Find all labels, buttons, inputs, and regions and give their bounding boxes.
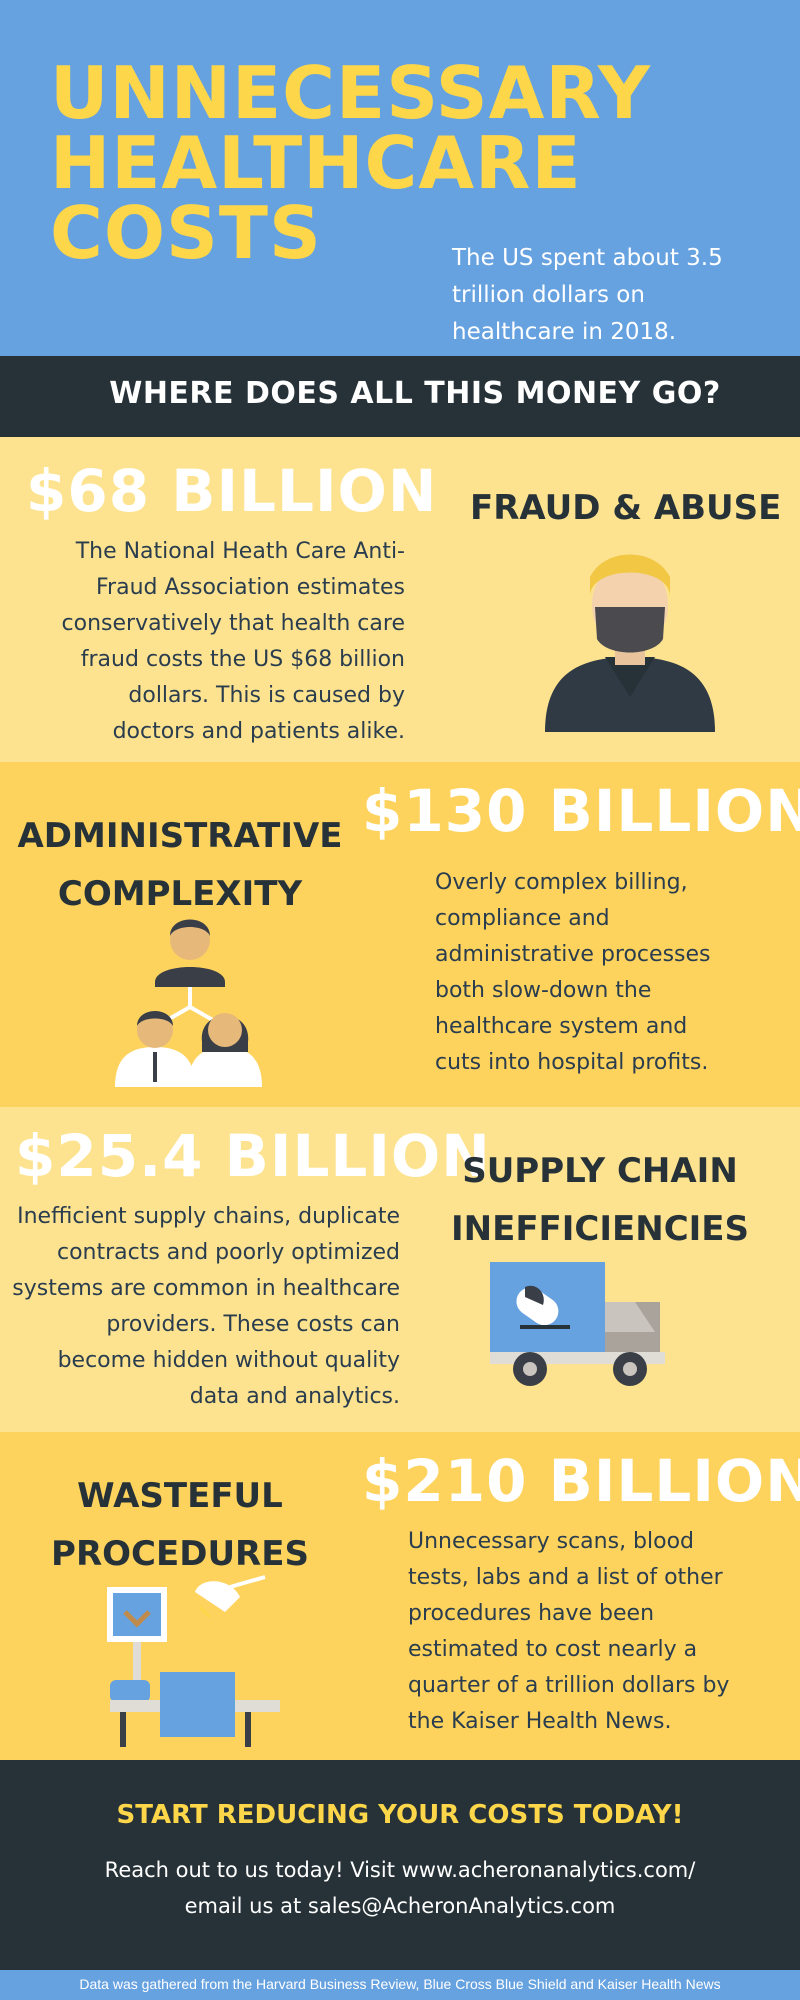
description-line: The National Heath Care Anti- [75, 539, 405, 564]
footer-section: START REDUCING YOUR COSTS TODAY! Reach o… [0, 1760, 800, 1970]
section-label: ADMINISTRATIVE COMPLEXITY [10, 807, 350, 923]
description-line: doctors and patients alike. [112, 719, 405, 744]
org-chart-people-icon [110, 912, 270, 1087]
section-description: Inefficient supply chains, duplicate con… [10, 1199, 400, 1415]
cost-amount: $130 BILLION [362, 777, 800, 845]
section-description: Overly complex billing, compliance and a… [435, 865, 780, 1081]
cost-amount: $210 BILLION [362, 1447, 800, 1515]
supply-chain-section: $25.4 BILLION SUPPLY CHAIN INEFFICIENCIE… [0, 1107, 800, 1432]
section-description: The National Heath Care Anti- Fraud Asso… [40, 534, 405, 750]
label-line: SUPPLY CHAIN [462, 1151, 738, 1191]
contact-info: Reach out to us today! Visit www.acheron… [0, 1852, 800, 1924]
description-line: Fraud Association estimates [95, 575, 405, 600]
title-line: HEALTHCARE [50, 121, 582, 205]
contact-email-line[interactable]: email us at sales@AcheronAnalytics.com [184, 1894, 616, 1918]
statement-line: The US spent about 3.5 [452, 245, 723, 271]
description-line: estimated to cost nearly a [408, 1637, 698, 1662]
description-line: Inefficient supply chains, duplicate [17, 1204, 400, 1229]
description-line: systems are common in healthcare [12, 1276, 400, 1301]
description-line: Overly complex billing, [435, 870, 688, 895]
description-line: healthcare system and [435, 1014, 688, 1039]
description-line: contracts and poorly optimized [56, 1240, 400, 1265]
label-line: ADMINISTRATIVE [17, 816, 343, 856]
description-line: data and analytics. [189, 1384, 400, 1409]
question-heading: WHERE DOES ALL THIS MONEY GO? [109, 376, 721, 411]
description-line: administrative processes [435, 942, 711, 967]
section-label: WASTEFUL PROCEDURES [20, 1467, 340, 1583]
cost-amount: $68 BILLION [26, 457, 438, 525]
statement-line: trillion dollars on [452, 282, 645, 308]
cost-amount: $25.4 BILLION [15, 1122, 491, 1190]
description-line: both slow-down the [435, 978, 652, 1003]
section-description: Unnecessary scans, blood tests, labs and… [408, 1524, 778, 1740]
description-line: fraud costs the US $68 billion [80, 647, 405, 672]
label-line: PROCEDURES [51, 1534, 309, 1574]
title-line: COSTS [50, 191, 322, 275]
description-line: compliance and [435, 906, 610, 931]
label-line: WASTEFUL [77, 1476, 283, 1516]
spending-statement: The US spent about 3.5 trillion dollars … [452, 240, 752, 351]
label-line: INEFFICIENCIES [450, 1209, 750, 1249]
masked-person-icon [535, 547, 725, 732]
description-line: procedures have been [408, 1601, 655, 1626]
statement-line: healthcare in 2018. [452, 319, 677, 345]
description-line: providers. These costs can [106, 1312, 400, 1337]
title-line: UNNECESSARY [50, 51, 652, 135]
administrative-section: $130 BILLION ADMINISTRATIVE COMPLEXITY O… [0, 762, 800, 1107]
section-label: FRAUD & ABUSE [470, 479, 782, 537]
description-line: conservatively that health care [61, 611, 405, 636]
delivery-truck-icon [485, 1257, 675, 1392]
description-line: the Kaiser Health News. [408, 1709, 672, 1734]
section-label: SUPPLY CHAIN INEFFICIENCIES [440, 1142, 760, 1258]
description-line: tests, labs and a list of other [408, 1565, 723, 1590]
description-line: become hidden without quality [57, 1348, 400, 1373]
description-line: dollars. This is caused by [128, 683, 405, 708]
hospital-bed-icon [105, 1572, 285, 1747]
question-banner: WHERE DOES ALL THIS MONEY GO? [0, 356, 800, 437]
description-line: cuts into hospital profits. [435, 1050, 709, 1075]
procedures-section: $210 BILLION WASTEFUL PROCEDURES Unneces… [0, 1432, 800, 1760]
call-to-action-heading: START REDUCING YOUR COSTS TODAY! [116, 1800, 684, 1830]
description-line: Unnecessary scans, blood [408, 1529, 695, 1554]
fraud-section: $68 BILLION FRAUD & ABUSE The National H… [0, 437, 800, 762]
source-bar: Data was gathered from the Harvard Busin… [0, 1970, 800, 2000]
label-line: FRAUD & ABUSE [470, 488, 782, 528]
hero-section: UNNECESSARY HEALTHCARE COSTS The US spen… [0, 0, 800, 356]
label-line: COMPLEXITY [57, 874, 303, 914]
page-title: UNNECESSARY HEALTHCARE COSTS [50, 51, 652, 275]
contact-website-line[interactable]: Reach out to us today! Visit www.acheron… [104, 1858, 696, 1882]
description-line: quarter of a trillion dollars by [408, 1673, 730, 1698]
data-source-note: Data was gathered from the Harvard Busin… [79, 1976, 721, 1992]
